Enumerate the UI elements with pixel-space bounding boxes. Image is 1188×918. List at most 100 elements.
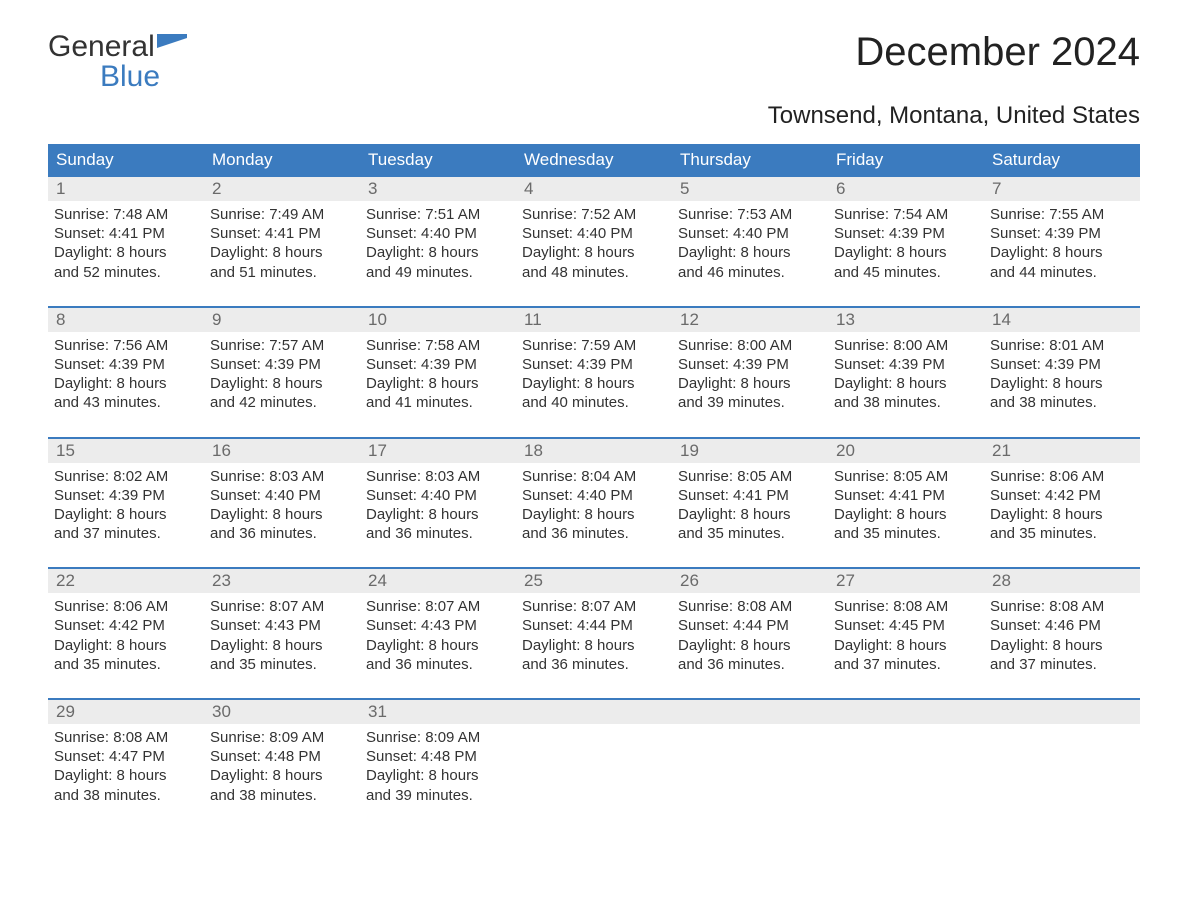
sunrise-line: Sunrise: 7:49 AM (210, 205, 354, 224)
day-number-row: 1 (48, 177, 204, 201)
daylight-line-2: and 37 minutes. (834, 655, 978, 674)
day-number-row: 18 (516, 439, 672, 463)
sunrise-line: Sunrise: 7:48 AM (54, 205, 198, 224)
day-content: Sunrise: 7:48 AMSunset: 4:41 PMDaylight:… (54, 205, 198, 282)
day-content: Sunrise: 8:05 AMSunset: 4:41 PMDaylight:… (834, 467, 978, 544)
day-number-row: 8 (48, 308, 204, 332)
daylight-line-2: and 40 minutes. (522, 393, 666, 412)
day-number-row: 6 (828, 177, 984, 201)
daylight-line-2: and 36 minutes. (522, 655, 666, 674)
day-number: 23 (212, 571, 231, 590)
sunset-line: Sunset: 4:45 PM (834, 616, 978, 635)
calendar-day: 10Sunrise: 7:58 AMSunset: 4:39 PMDayligh… (360, 308, 516, 419)
day-number-row: 5 (672, 177, 828, 201)
daylight-line-1: Daylight: 8 hours (522, 243, 666, 262)
sunset-line: Sunset: 4:47 PM (54, 747, 198, 766)
daylight-line-1: Daylight: 8 hours (210, 505, 354, 524)
sunset-line: Sunset: 4:43 PM (366, 616, 510, 635)
day-number: 30 (212, 702, 231, 721)
sunrise-line: Sunrise: 8:00 AM (834, 336, 978, 355)
day-number-row (984, 700, 1140, 724)
day-content: Sunrise: 7:56 AMSunset: 4:39 PMDaylight:… (54, 336, 198, 413)
daylight-line-1: Daylight: 8 hours (210, 636, 354, 655)
day-number (836, 702, 841, 721)
calendar-day: 19 Sunrise: 8:05 AMSunset: 4:41 PMDayligh… (672, 439, 828, 550)
daylight-line-2: and 46 minutes. (678, 263, 822, 282)
sunset-line: Sunset: 4:39 PM (54, 486, 198, 505)
sunrise-line: Sunrise: 7:52 AM (522, 205, 666, 224)
sunrise-line: Sunrise: 7:59 AM (522, 336, 666, 355)
day-number: 19 (680, 441, 699, 460)
calendar-day: 9Sunrise: 7:57 AMSunset: 4:39 PMDaylight… (204, 308, 360, 419)
daylight-line-1: Daylight: 8 hours (366, 505, 510, 524)
daylight-line-2: and 45 minutes. (834, 263, 978, 282)
sunrise-line: Sunrise: 8:08 AM (990, 597, 1134, 616)
sunrise-line: Sunrise: 8:00 AM (678, 336, 822, 355)
day-number: 16 (212, 441, 231, 460)
day-number: 1 (56, 179, 65, 198)
daylight-line-1: Daylight: 8 hours (834, 505, 978, 524)
day-number-row: 20 (828, 439, 984, 463)
sunrise-line: Sunrise: 7:57 AM (210, 336, 354, 355)
day-number: 11 (524, 310, 542, 329)
sunset-line: Sunset: 4:40 PM (522, 486, 666, 505)
day-number-row: 7 (984, 177, 1140, 201)
day-number (992, 702, 997, 721)
day-content: Sunrise: 7:55 AMSunset: 4:39 PMDaylight:… (990, 205, 1134, 282)
day-content: Sunrise: 8:00 AMSunset: 4:39 PMDaylight:… (678, 336, 822, 413)
sunset-line: Sunset: 4:44 PM (678, 616, 822, 635)
calendar-day (984, 700, 1140, 811)
day-content: Sunrise: 8:07 AMSunset: 4:44 PMDaylight:… (522, 597, 666, 674)
daylight-line-1: Daylight: 8 hours (990, 243, 1134, 262)
day-number-row (516, 700, 672, 724)
day-number-row: 29 (48, 700, 204, 724)
location-text: Townsend, Montana, United States (48, 102, 1140, 130)
daylight-line-2: and 43 minutes. (54, 393, 198, 412)
daylight-line-1: Daylight: 8 hours (522, 374, 666, 393)
daylight-line-2: and 36 minutes. (678, 655, 822, 674)
calendar-day: 4Sunrise: 7:52 AMSunset: 4:40 PMDaylight… (516, 177, 672, 288)
calendar-day: 29Sunrise: 8:08 AMSunset: 4:47 PMDayligh… (48, 700, 204, 811)
day-number (680, 702, 685, 721)
sunset-line: Sunset: 4:39 PM (210, 355, 354, 374)
daylight-line-1: Daylight: 8 hours (522, 505, 666, 524)
day-number-row: 12 (672, 308, 828, 332)
daylight-line-1: Daylight: 8 hours (834, 243, 978, 262)
calendar-day: 2Sunrise: 7:49 AMSunset: 4:41 PMDaylight… (204, 177, 360, 288)
day-content: Sunrise: 8:05 AMSunset: 4:41 PMDaylight:… (678, 467, 822, 544)
sunrise-line: Sunrise: 8:07 AM (522, 597, 666, 616)
daylight-line-2: and 49 minutes. (366, 263, 510, 282)
day-number-row (672, 700, 828, 724)
daylight-line-2: and 38 minutes. (990, 393, 1134, 412)
calendar-day: 17Sunrise: 8:03 AMSunset: 4:40 PMDayligh… (360, 439, 516, 550)
daylight-line-2: and 38 minutes. (834, 393, 978, 412)
calendar-day (516, 700, 672, 811)
calendar-day: 22Sunrise: 8:06 AMSunset: 4:42 PMDayligh… (48, 569, 204, 680)
daylight-line-1: Daylight: 8 hours (366, 766, 510, 785)
logo-text-2: Blue (100, 60, 187, 94)
daylight-line-2: and 48 minutes. (522, 263, 666, 282)
day-number: 18 (524, 441, 543, 460)
day-number-row: 21 (984, 439, 1140, 463)
sunset-line: Sunset: 4:41 PM (834, 486, 978, 505)
sunset-line: Sunset: 4:39 PM (834, 224, 978, 243)
calendar-week: 29Sunrise: 8:08 AMSunset: 4:47 PMDayligh… (48, 698, 1140, 811)
calendar-day (672, 700, 828, 811)
day-number-row: 14 (984, 308, 1140, 332)
sunrise-line: Sunrise: 7:56 AM (54, 336, 198, 355)
day-number: 2 (212, 179, 221, 198)
calendar-day: 16Sunrise: 8:03 AMSunset: 4:40 PMDayligh… (204, 439, 360, 550)
day-number-row: 3 (360, 177, 516, 201)
daylight-line-1: Daylight: 8 hours (990, 374, 1134, 393)
day-number: 27 (836, 571, 855, 590)
day-number-row: 26 (672, 569, 828, 593)
calendar-day: 5 Sunrise: 7:53 AMSunset: 4:40 PMDaylight… (672, 177, 828, 288)
sunrise-line: Sunrise: 7:54 AM (834, 205, 978, 224)
daylight-line-1: Daylight: 8 hours (990, 636, 1134, 655)
logo: General Blue (48, 30, 187, 94)
daylight-line-1: Daylight: 8 hours (678, 505, 822, 524)
day-number-row: 10 (360, 308, 516, 332)
daylight-line-2: and 35 minutes. (54, 655, 198, 674)
day-content: Sunrise: 7:53 AMSunset: 4:40 PMDaylight:… (678, 205, 822, 282)
day-header-tue: Tuesday (360, 144, 516, 177)
